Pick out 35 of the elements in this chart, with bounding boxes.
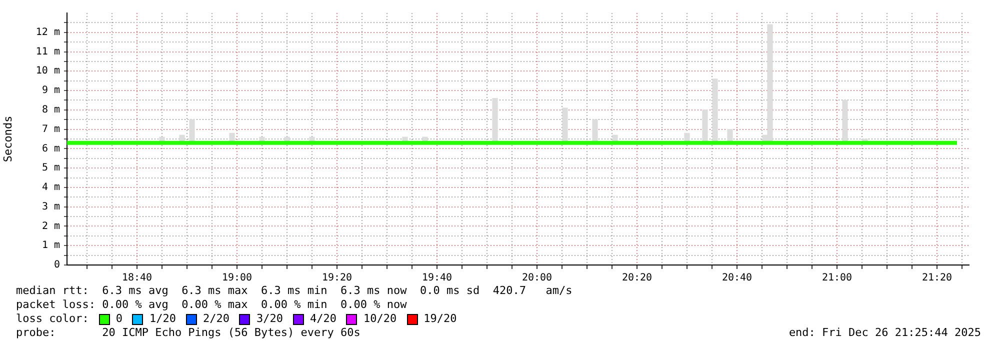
text: packet loss: 0.00 % avg 0.00 % max 0.00 % min 0.00 % now [16, 298, 407, 312]
text: probe: 20 ICMP Echo Pings (56 Bytes) every 60s [16, 326, 360, 340]
text: end: Fri Dec 26 21:25:44 2025 [788, 326, 981, 340]
x-tick-label: 19:40 [422, 272, 452, 284]
x-tick-label: 20:40 [722, 272, 752, 284]
x-tick-label: 20:00 [522, 272, 552, 284]
y-tick-label: 2 m [42, 220, 60, 232]
legend-label: 0 [116, 312, 122, 326]
x-tick-label: 21:00 [822, 272, 852, 284]
legend-label: 19/20 [424, 312, 457, 326]
y-tick-label: 3 m [42, 201, 60, 212]
y-tick-label: 8 m [42, 104, 60, 116]
y-tick-label: 11 m [36, 46, 60, 58]
x-tick-label: 21:20 [922, 272, 952, 284]
y-tick-label: 4 m [42, 182, 60, 194]
x-tick-label: 20:20 [622, 272, 652, 284]
y-tick-label: 6 m [42, 143, 60, 154]
x-tick-label: 19:20 [322, 272, 352, 284]
y-tick-label: 5 m [42, 162, 60, 174]
y-tick-label: 1 m [42, 240, 60, 252]
y-tick-label: 7 m [42, 124, 60, 135]
legend-label: 1/20 [149, 312, 176, 326]
y-tick-label: 10 m [36, 66, 60, 77]
y-tick-label: 0 [54, 260, 60, 271]
y-tick-label: 9 m [42, 85, 60, 96]
y-tick-label: 12 m [36, 26, 60, 38]
legend-label: 10/20 [363, 312, 397, 326]
y-axis-title: Seconds [1, 116, 14, 162]
x-tick-label: 19:00 [222, 272, 252, 284]
legend-label: 2/20 [202, 312, 230, 326]
text: median rtt: 6.3 ms avg 6.3 ms max 6.3 ms min 6.3 ms now 0.0 ms sd 420.7 am/s [16, 284, 572, 298]
legend-label: 3/20 [256, 312, 283, 326]
x-tick-label: 18:40 [122, 272, 152, 284]
legend-title: loss color: [16, 312, 89, 326]
legend-label: 4/20 [310, 312, 336, 326]
